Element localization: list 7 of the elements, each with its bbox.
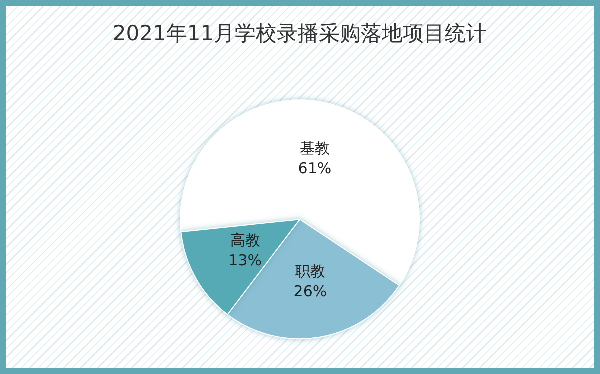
- data-label: 61%: [298, 160, 332, 178]
- slice-label: 职教: [295, 262, 326, 280]
- slice-label: 高教: [230, 231, 260, 250]
- data-label: 26%: [294, 282, 328, 300]
- chart-title: 2021年11月学校录播采购落地项目统计: [112, 22, 488, 46]
- data-label: 13%: [228, 251, 262, 270]
- slice-label: 基教: [300, 140, 330, 158]
